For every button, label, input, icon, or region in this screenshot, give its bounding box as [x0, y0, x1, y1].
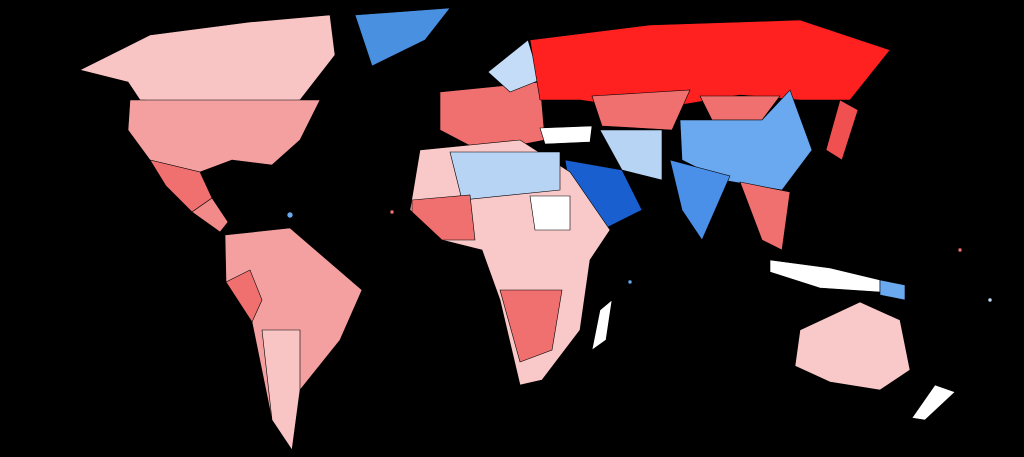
north-africa: [449, 151, 561, 201]
central-america: [191, 197, 229, 233]
island: [286, 211, 294, 219]
island: [987, 297, 993, 303]
sudan: [529, 195, 571, 231]
india: [669, 159, 731, 241]
canada: [79, 14, 336, 105]
usa: [127, 99, 321, 173]
island: [627, 279, 633, 285]
new-zealand: [911, 384, 956, 421]
argentina: [261, 329, 301, 451]
southeast-asia: [739, 181, 791, 251]
japan: [825, 99, 859, 161]
turkey: [539, 125, 593, 145]
madagascar: [591, 299, 613, 351]
russia: [529, 19, 891, 111]
island: [389, 209, 395, 215]
southern-africa: [499, 289, 563, 363]
iran: [599, 129, 663, 181]
kazakhstan: [591, 89, 691, 131]
papua: [879, 279, 906, 301]
island: [957, 247, 963, 253]
australia: [794, 301, 911, 391]
peru: [225, 269, 263, 323]
west-africa: [411, 194, 476, 241]
greenland: [354, 7, 451, 67]
